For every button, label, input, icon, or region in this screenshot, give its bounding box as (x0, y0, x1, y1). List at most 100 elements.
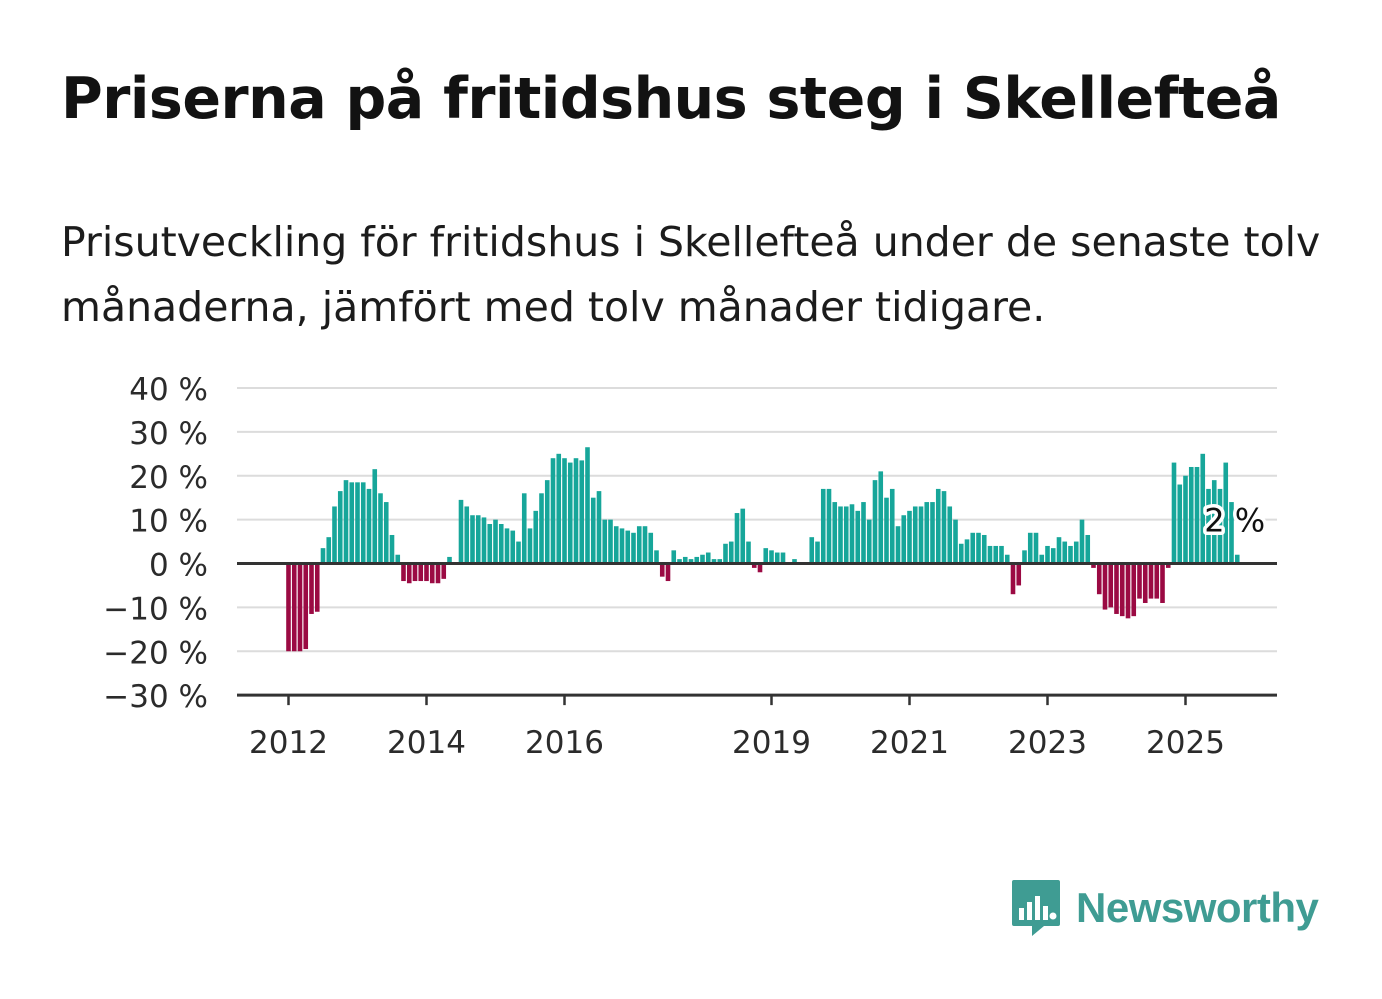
bar (700, 554, 705, 564)
bar (935, 488, 941, 564)
bar (815, 541, 820, 564)
bar (1085, 534, 1091, 564)
brand-name: Newsworthy (1076, 884, 1319, 931)
bar (878, 471, 884, 564)
bar (987, 545, 993, 564)
bar (510, 530, 516, 564)
bar (1079, 519, 1085, 564)
bar (590, 497, 596, 564)
bar (355, 482, 360, 564)
bar (544, 480, 550, 564)
bar (711, 559, 717, 564)
bar (1223, 462, 1229, 564)
bar (1148, 563, 1154, 599)
bar (539, 493, 544, 564)
bar (648, 532, 654, 564)
bar (493, 519, 498, 564)
bar (1114, 563, 1119, 614)
bar (1142, 563, 1148, 603)
bar (907, 510, 912, 564)
bar (694, 556, 700, 564)
bar (1217, 488, 1223, 564)
bar (838, 506, 843, 564)
bar (516, 541, 521, 564)
bar (533, 510, 539, 564)
bar (636, 526, 642, 564)
bar (360, 482, 366, 564)
bar (981, 534, 987, 564)
bar (1091, 563, 1096, 568)
bar (429, 563, 435, 584)
bar (746, 541, 751, 564)
bar (286, 563, 291, 652)
bar (481, 517, 487, 564)
bar (665, 563, 671, 582)
bar (1171, 462, 1177, 564)
bar (395, 554, 401, 564)
bar (947, 506, 953, 564)
bar (1194, 466, 1200, 564)
bar (792, 559, 797, 564)
bar (757, 563, 763, 573)
bar (418, 563, 424, 582)
x-tick-label: 2016 (525, 725, 604, 761)
bar (889, 488, 895, 564)
bar (567, 462, 573, 564)
bar (297, 563, 303, 652)
bar (424, 563, 429, 582)
x-tick-label: 2021 (870, 725, 949, 761)
bar (406, 563, 412, 584)
bar (378, 493, 383, 564)
y-tick-label: −20 % (103, 635, 208, 671)
bar (717, 559, 723, 564)
chart-title: Priserna på fritidshus steg i Skellefteå (61, 66, 1281, 132)
bar (389, 534, 395, 564)
bar (309, 563, 314, 614)
bar (688, 559, 694, 564)
bar (579, 460, 585, 564)
bar (1165, 563, 1171, 568)
bar (1010, 563, 1016, 595)
bar (855, 510, 861, 564)
bar (734, 513, 740, 564)
bar (291, 563, 297, 652)
bar (723, 543, 728, 564)
bar (930, 502, 935, 564)
bar (401, 563, 406, 582)
bar (1154, 563, 1160, 599)
bar (521, 493, 527, 564)
bar (625, 530, 631, 564)
bar (769, 550, 774, 564)
axes (237, 562, 1277, 706)
bar (826, 488, 832, 564)
bar (866, 519, 872, 564)
y-tick-label: 20 % (129, 460, 208, 496)
bar (1027, 532, 1033, 564)
x-tick-label: 2014 (387, 725, 466, 761)
bar (349, 482, 355, 564)
bar (918, 506, 924, 564)
bar (705, 552, 711, 564)
bar (343, 480, 349, 564)
x-tick-label: 2019 (732, 725, 811, 761)
bar (1206, 488, 1211, 564)
bar (332, 506, 337, 564)
bar (487, 524, 493, 564)
bar (976, 532, 981, 564)
bar (1108, 563, 1114, 608)
bar (1188, 466, 1194, 564)
x-tick-label: 2012 (249, 725, 328, 761)
bar (1033, 532, 1039, 564)
bar (843, 506, 849, 564)
bar (504, 528, 510, 564)
bar (320, 548, 326, 564)
bar (751, 563, 757, 568)
bar (820, 488, 826, 564)
bar (585, 447, 590, 564)
chart-subtitle: Prisutveckling för fritidshus i Skelleft… (61, 218, 1321, 331)
brand-logo: Newsworthy (1010, 878, 1319, 938)
bar (1016, 563, 1022, 586)
bar (550, 458, 556, 564)
bar (602, 519, 608, 564)
bar (470, 515, 475, 564)
